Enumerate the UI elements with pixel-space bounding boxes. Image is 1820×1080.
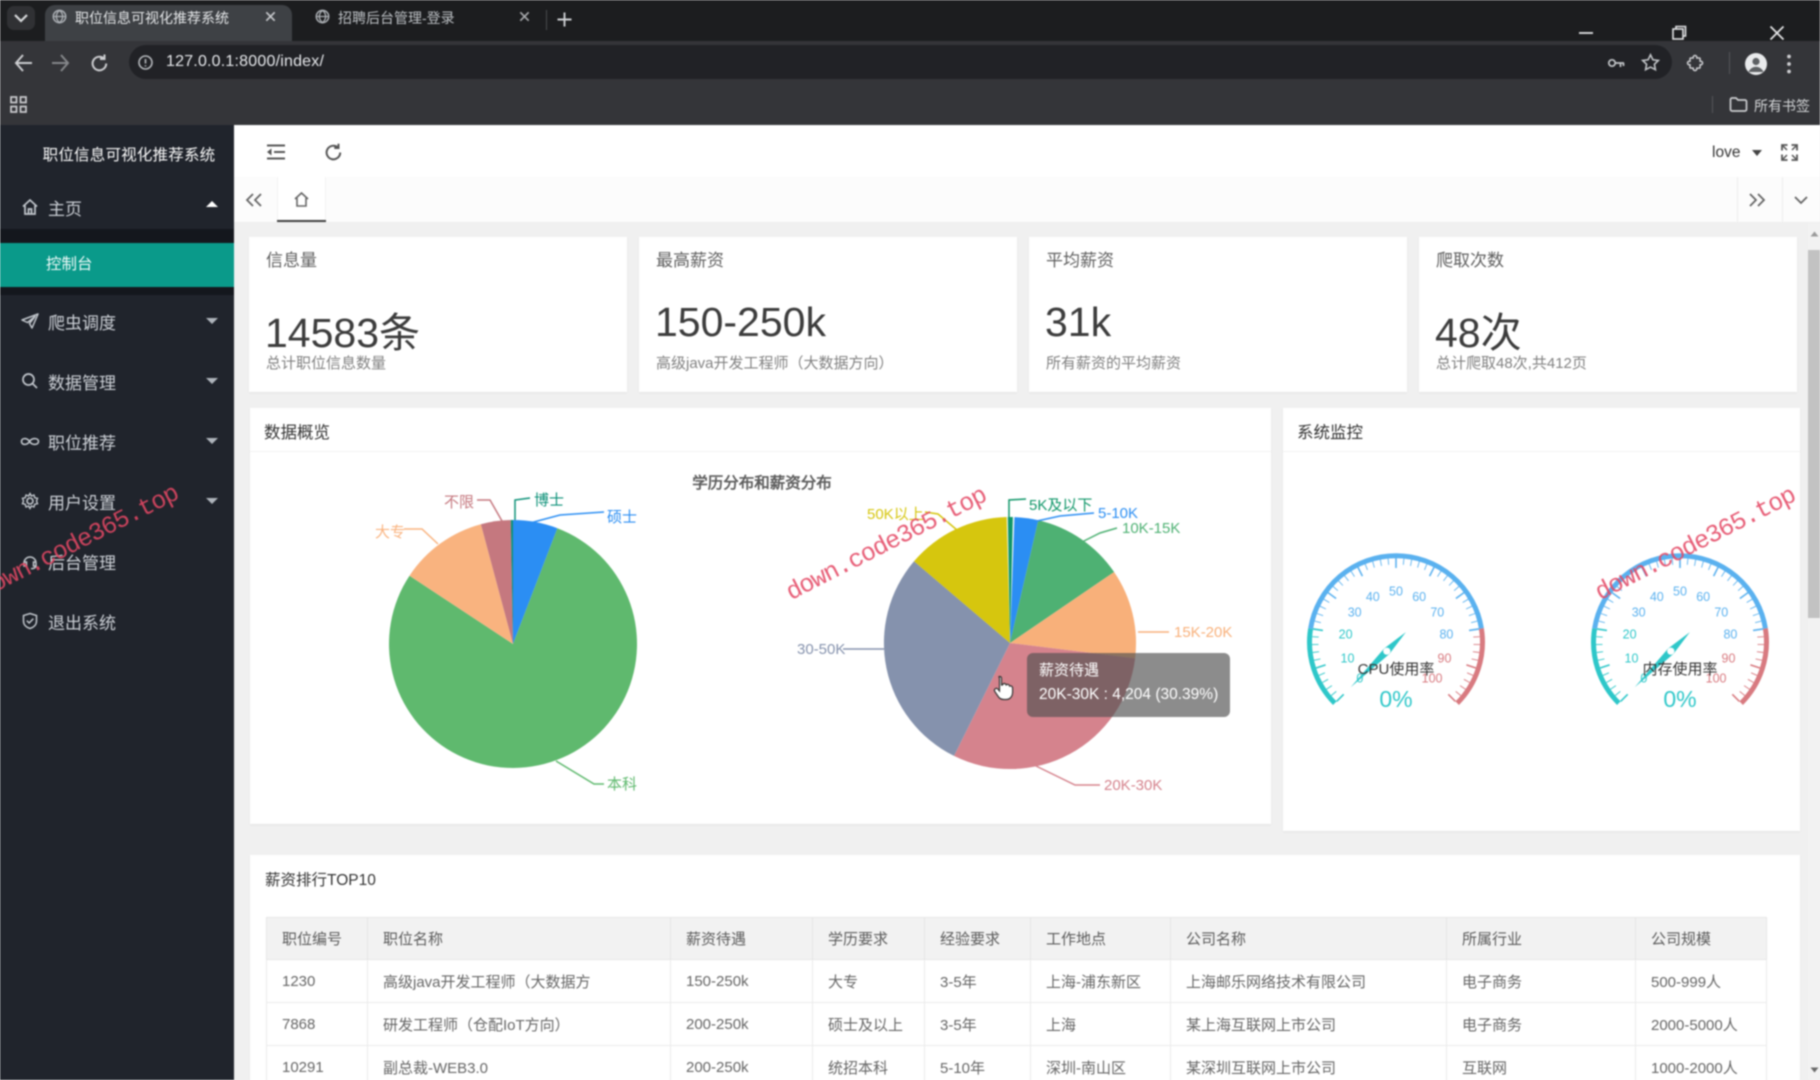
svg-text:70: 70: [1430, 606, 1444, 620]
svg-text:20: 20: [1623, 628, 1637, 642]
svg-text:0%: 0%: [1379, 686, 1412, 712]
svg-text:80: 80: [1439, 628, 1453, 642]
svg-text:40: 40: [1650, 590, 1664, 604]
svg-text:内存使用率: 内存使用率: [1642, 661, 1717, 678]
svg-text:0%: 0%: [1663, 686, 1696, 712]
svg-text:40: 40: [1366, 590, 1380, 604]
svg-text:80: 80: [1723, 628, 1737, 642]
svg-text:70: 70: [1714, 606, 1728, 620]
svg-text:30: 30: [1632, 606, 1646, 620]
svg-text:20: 20: [1339, 628, 1353, 642]
svg-text:100: 100: [1706, 672, 1727, 686]
svg-text:50: 50: [1673, 585, 1687, 599]
svg-text:10: 10: [1341, 651, 1355, 665]
svg-text:50: 50: [1389, 585, 1403, 599]
svg-text:100: 100: [1422, 672, 1443, 686]
svg-text:90: 90: [1722, 651, 1736, 665]
svg-text:30: 30: [1348, 606, 1362, 620]
svg-text:10: 10: [1625, 651, 1639, 665]
svg-text:60: 60: [1412, 590, 1426, 604]
svg-text:60: 60: [1696, 590, 1710, 604]
svg-text:CPU使用率: CPU使用率: [1358, 661, 1435, 678]
svg-text:90: 90: [1438, 651, 1452, 665]
